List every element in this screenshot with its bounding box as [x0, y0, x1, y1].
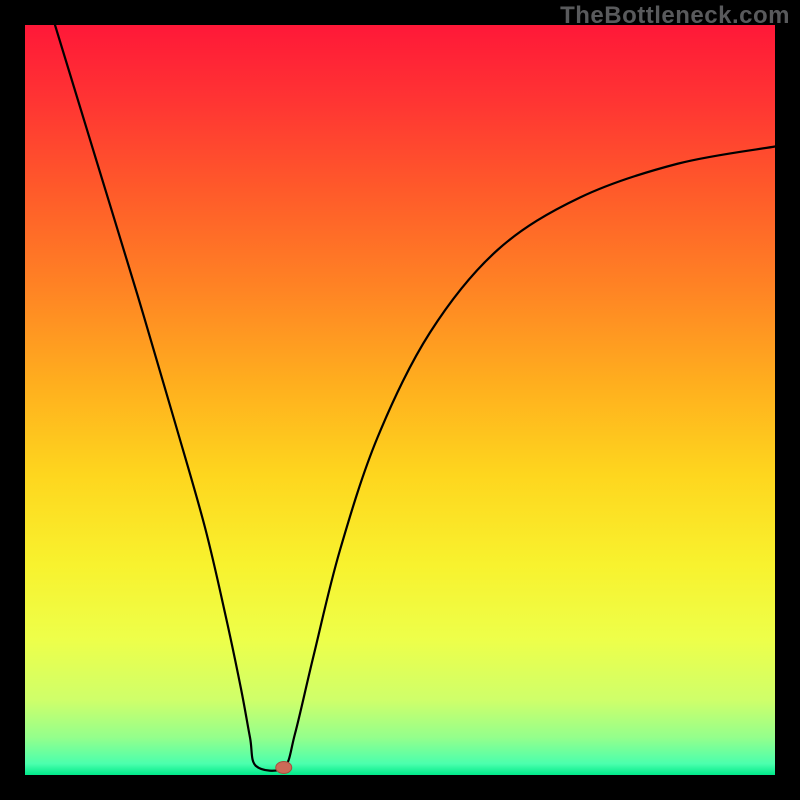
gradient-background [25, 25, 775, 775]
chart-svg [0, 0, 800, 800]
chart-stage: TheBottleneck.com [0, 0, 800, 800]
optimum-marker [276, 762, 292, 774]
